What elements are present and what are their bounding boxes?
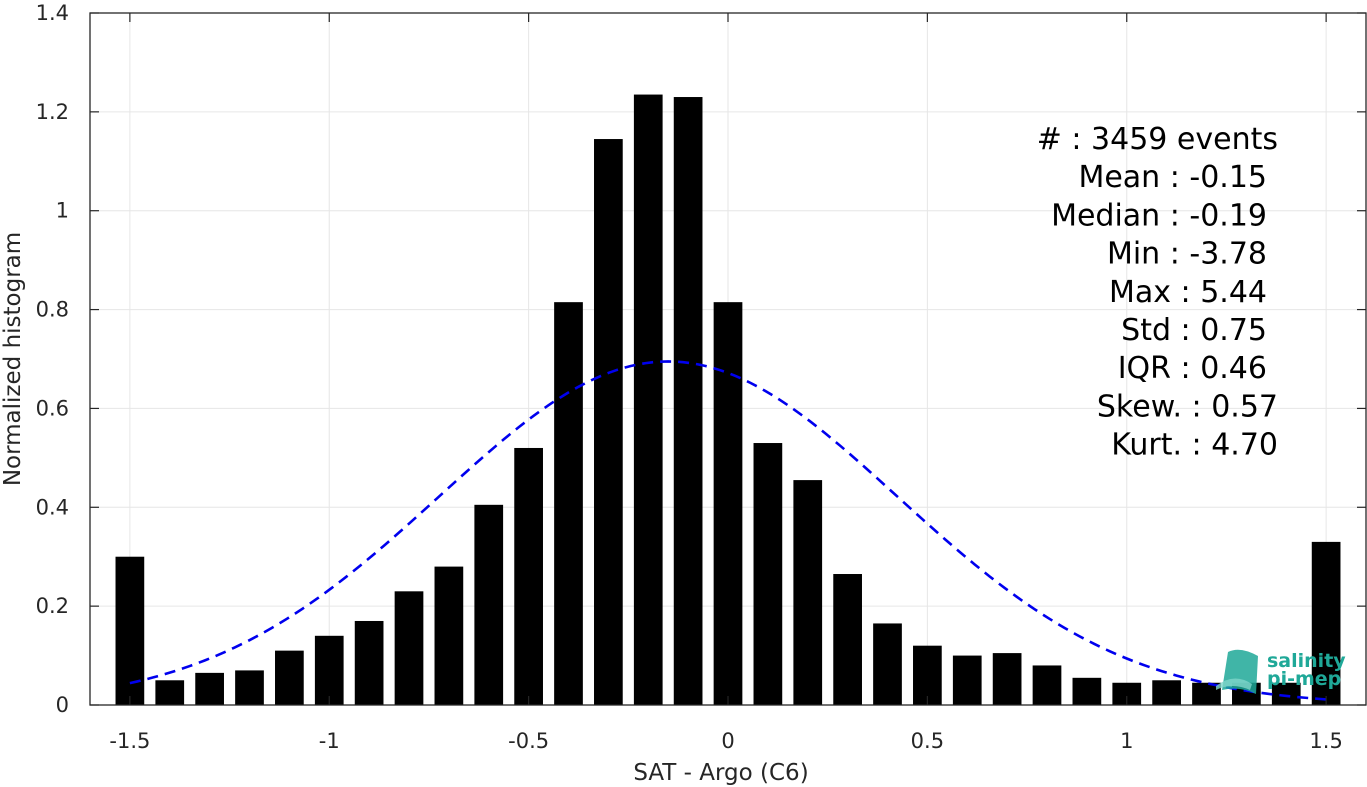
histogram-bar (434, 566, 464, 705)
histogram-bar (514, 447, 543, 705)
histogram-bar (155, 680, 185, 705)
histogram-bar (833, 574, 862, 705)
y-tick-label: 0.4 (36, 495, 69, 519)
histogram-bar (474, 504, 504, 705)
histogram-bar (713, 302, 743, 705)
y-tick-label: 0.6 (36, 396, 69, 420)
histogram-bars (115, 94, 1341, 706)
gaussian-fit-curve (129, 360, 1327, 701)
x-tick-label: 1.5 (1309, 729, 1342, 753)
stat-line: Kurt. : 4.70 (1111, 428, 1278, 463)
x-tick-label: 1 (1120, 729, 1133, 753)
y-tick-labels: 0 0.2 0.4 0.6 0.8 1 1.2 1.4 (36, 1, 69, 717)
histogram-bar (1072, 677, 1102, 705)
stat-line: Mean : -0.15 (1078, 160, 1267, 195)
x-tick-label: -0.5 (508, 729, 549, 753)
x-axis-label: SAT - Argo (C6) (633, 760, 808, 786)
axis-ticks (90, 12, 1366, 706)
x-tick-label: 0.5 (911, 729, 944, 753)
histogram-bar (952, 655, 982, 705)
histogram-bar (195, 672, 224, 705)
histogram-bar (1112, 682, 1142, 705)
logo-line1: salinity (1267, 650, 1346, 672)
histogram-bar (793, 480, 823, 705)
histogram-bar (1192, 682, 1221, 705)
histogram-bar (1032, 665, 1062, 705)
y-axis-label: Normalized histogram (0, 232, 26, 486)
histogram-bar (275, 650, 304, 705)
histogram-bar (1311, 541, 1341, 705)
histogram-bar (1271, 682, 1301, 705)
x-tick-labels: -1.5 -1 -0.5 0 0.5 1 1.5 (109, 729, 1342, 753)
x-tick-label: 0 (721, 729, 734, 753)
histogram-bar (354, 620, 384, 705)
stat-line: # : 3459 events (1037, 122, 1278, 157)
histogram-bar (594, 139, 623, 706)
histogram-bar (633, 94, 663, 706)
histogram-bar (753, 443, 783, 705)
y-tick-label: 0.8 (36, 298, 69, 322)
histogram-bar (913, 645, 942, 705)
histogram-bar (673, 97, 703, 706)
histogram-bar (992, 653, 1022, 705)
x-tick-label: -1.5 (109, 729, 150, 753)
logo-wave-icon (1222, 649, 1258, 694)
y-tick-label: 1 (56, 199, 69, 223)
x-tick-label: -1 (319, 729, 340, 753)
histogram-bar (235, 670, 264, 705)
histogram-bar (873, 623, 902, 705)
y-tick-label: 0.2 (36, 594, 69, 618)
histogram-bar (1152, 680, 1181, 705)
logo-wave-icon-light (1216, 678, 1252, 690)
y-tick-label: 1.4 (36, 1, 69, 25)
stat-line: Std : 0.75 (1121, 313, 1267, 348)
y-tick-label: 0 (56, 693, 69, 717)
stat-line: Median : -0.19 (1051, 198, 1267, 233)
logo-line2: pi-mep (1267, 668, 1341, 690)
histogram-bar (314, 635, 344, 705)
salinity-pimep-logo: salinity pi-mep (1216, 649, 1346, 694)
stat-line: Min : -3.78 (1107, 237, 1267, 272)
stat-line: IQR : 0.46 (1118, 351, 1267, 386)
y-tick-label: 1.2 (36, 100, 69, 124)
stat-line: Max : 5.44 (1109, 275, 1267, 310)
stat-line: Skew. : 0.57 (1097, 389, 1278, 424)
histogram-bar (554, 302, 583, 705)
histogram-bar (394, 591, 424, 705)
